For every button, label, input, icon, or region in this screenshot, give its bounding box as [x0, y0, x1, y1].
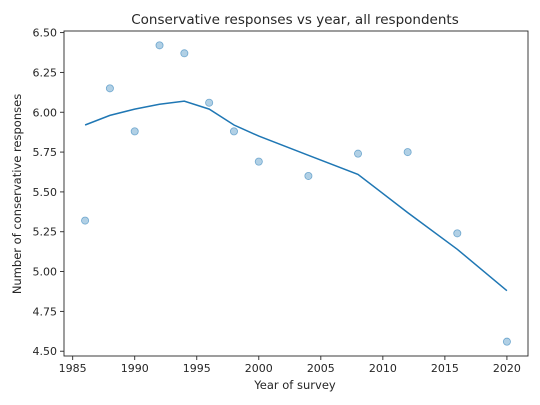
x-tick-label: 2005 [307, 362, 335, 375]
data-point [229, 127, 238, 136]
chart-title: Conservative responses vs year, all resp… [131, 12, 458, 28]
data-point [205, 98, 214, 107]
y-tick-label: 6.50 [33, 27, 58, 40]
y-tick-label: 5.50 [33, 186, 58, 199]
y-tick-label: 4.75 [33, 305, 58, 318]
y-tick-label: 6.25 [33, 66, 58, 79]
plot-frame [63, 30, 529, 357]
x-tick-label: 2010 [369, 362, 397, 375]
axes [63, 30, 529, 357]
x-axis-ticks: 1985 1990 1995 2000 2005 2010 2015 2020 [59, 356, 521, 375]
data-point [304, 171, 313, 180]
data-point [105, 84, 114, 93]
x-tick-label: 1990 [121, 362, 149, 375]
data-point [403, 148, 412, 157]
x-tick-label: 2000 [245, 362, 273, 375]
data-point [254, 157, 263, 166]
data-point [354, 149, 363, 158]
data-point [502, 337, 511, 346]
data-point [155, 41, 164, 50]
x-tick-label: 2020 [493, 362, 521, 375]
trend-line [84, 100, 508, 292]
data-point [130, 127, 139, 136]
y-tick-label: 4.50 [33, 345, 58, 358]
x-tick-label: 1985 [59, 362, 87, 375]
x-tick-label: 2015 [431, 362, 459, 375]
data-point [81, 216, 90, 225]
scatter-points [81, 41, 511, 346]
data-point [453, 229, 462, 238]
y-tick-label: 5.00 [33, 266, 58, 279]
y-tick-label: 6.00 [33, 106, 58, 119]
y-tick-label: 5.25 [33, 226, 58, 239]
trend-line-path [84, 100, 508, 292]
y-tick-label: 5.75 [33, 146, 58, 159]
data-point [180, 49, 189, 58]
y-axis-title: Number of conservative responses [10, 94, 24, 294]
x-axis-title: Year of survey [253, 378, 336, 392]
x-tick-label: 1995 [183, 362, 211, 375]
y-axis-ticks: 4.50 4.75 5.00 5.25 5.50 5.75 6.00 6.25 6.50 [33, 27, 64, 358]
